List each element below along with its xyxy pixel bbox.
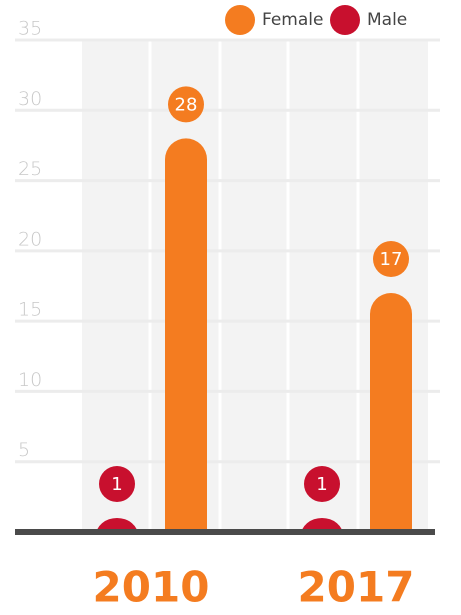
x-tick-label: 2017 [298, 563, 415, 612]
y-tick-label: 10 [18, 369, 42, 391]
bar [370, 293, 412, 532]
value-bubble [99, 465, 135, 502]
value-bubble [304, 465, 340, 502]
x-tick-label: 2010 [93, 563, 210, 612]
bars [96, 138, 412, 532]
column-separators [148, 40, 360, 532]
legend-label: Male [367, 10, 407, 30]
value-label: 1 [316, 474, 327, 495]
value-bubble [373, 241, 409, 278]
value-label: 17 [380, 249, 403, 270]
value-bubble [168, 86, 204, 123]
y-tick-label: 20 [18, 228, 42, 250]
bar [301, 517, 343, 532]
y-tick-label: 25 [18, 158, 42, 180]
legend-swatch [330, 5, 360, 35]
y-tick-label: 35 [18, 18, 42, 40]
bar [96, 517, 138, 532]
legend-label: Female [262, 10, 323, 30]
legend-swatch [225, 5, 255, 35]
y-tick-label: 15 [18, 299, 42, 321]
y-tick-label: 5 [18, 439, 30, 461]
bar [165, 138, 207, 532]
baseline [15, 529, 435, 535]
value-label: 28 [175, 94, 198, 115]
value-label: 1 [111, 474, 122, 495]
y-tick-label: 30 [18, 88, 42, 110]
